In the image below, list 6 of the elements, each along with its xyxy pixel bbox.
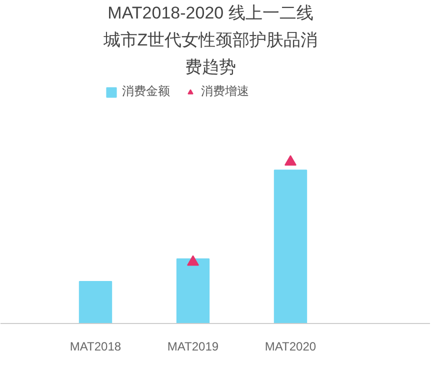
x-tick-label: MAT2018 [70, 340, 122, 354]
x-tick-label: MAT2020 [264, 340, 316, 354]
chart-title: MAT2018-2020 线上一二线城市Z世代女性颈部护肤品消费趋势 [102, 4, 318, 76]
x-tick-label: MAT2019 [167, 340, 219, 354]
legend-label: 消费金额 [122, 83, 170, 100]
legend-label: 消费增速 [201, 83, 249, 100]
